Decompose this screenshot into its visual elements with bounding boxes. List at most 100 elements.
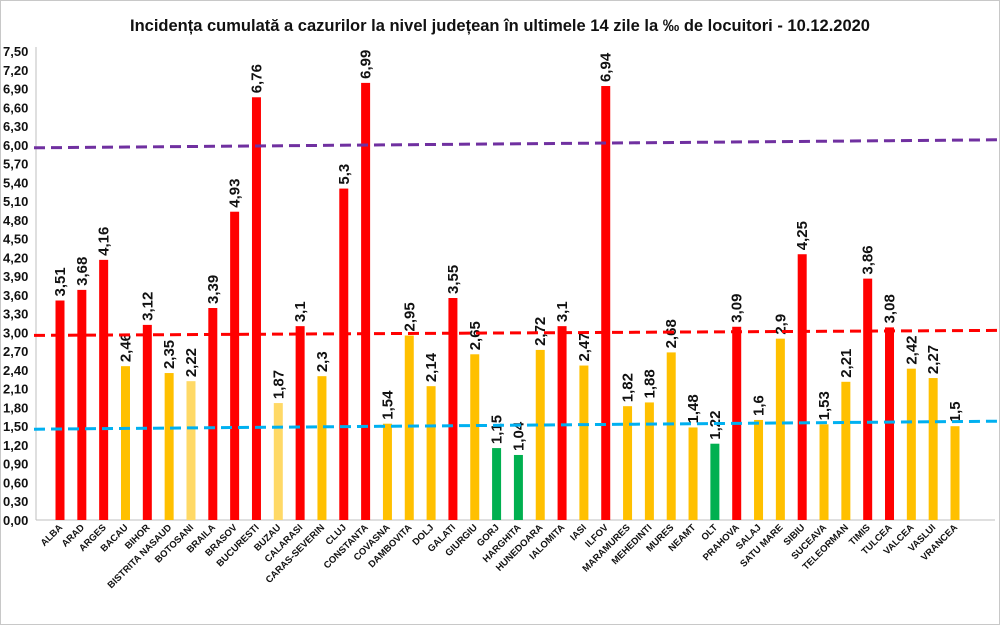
y-tick-label: 6,30 xyxy=(3,119,28,134)
bar xyxy=(208,308,218,520)
value-label: 4,25 xyxy=(794,221,811,250)
y-tick-label: 1,50 xyxy=(3,419,28,434)
bar xyxy=(666,352,676,520)
value-label: 2,72 xyxy=(532,317,549,346)
value-label: 2,42 xyxy=(903,335,920,364)
bar xyxy=(230,211,240,520)
y-tick-label: 1,20 xyxy=(3,438,28,453)
y-tick-label: 2,40 xyxy=(3,363,28,378)
value-label: 3,86 xyxy=(860,245,877,274)
y-tick-label: 5,40 xyxy=(3,175,28,190)
bar xyxy=(317,376,327,520)
bar xyxy=(404,335,414,520)
value-label: 1,04 xyxy=(510,421,527,451)
bar xyxy=(426,386,436,520)
y-tick-label: 0,30 xyxy=(3,494,28,509)
value-label: 3,51 xyxy=(52,267,69,296)
value-label: 4,16 xyxy=(96,227,113,256)
value-label: 2,14 xyxy=(423,352,440,382)
value-label: 6,76 xyxy=(248,64,265,93)
value-label: 2,27 xyxy=(925,345,942,374)
y-tick-label: 3,30 xyxy=(3,307,28,322)
bar xyxy=(77,289,87,520)
value-label: 2,35 xyxy=(161,340,178,369)
bar xyxy=(99,259,109,520)
value-label: 3,1 xyxy=(554,301,571,322)
value-label: 2,21 xyxy=(838,349,855,378)
value-label: 1,15 xyxy=(489,415,506,444)
y-tick-label: 6,60 xyxy=(3,100,28,115)
bar xyxy=(644,402,654,520)
bar xyxy=(557,326,567,520)
value-label: 3,68 xyxy=(74,257,91,286)
bar xyxy=(361,82,371,520)
threshold-line xyxy=(33,419,999,431)
value-label: 1,5 xyxy=(947,401,964,422)
value-label: 1,87 xyxy=(270,370,287,399)
bar xyxy=(448,298,458,520)
bar xyxy=(601,86,611,520)
bar xyxy=(928,378,938,520)
value-label: 1,6 xyxy=(751,395,768,416)
y-tick-label: 2,10 xyxy=(3,382,28,397)
value-label: 2,9 xyxy=(772,314,789,335)
y-tick-label: 3,90 xyxy=(3,269,28,284)
y-tick-label: 0,90 xyxy=(3,457,28,472)
threshold-line xyxy=(33,138,999,150)
bar xyxy=(950,426,960,520)
value-label: 1,88 xyxy=(641,369,658,398)
bar xyxy=(142,324,152,520)
bar xyxy=(841,381,851,520)
bar xyxy=(754,419,764,520)
bar xyxy=(120,366,130,520)
value-label: 2,68 xyxy=(663,319,680,348)
bar xyxy=(339,188,349,520)
bar xyxy=(623,406,633,520)
value-label: 1,22 xyxy=(707,411,724,440)
y-tick-label: 2,70 xyxy=(3,344,28,359)
bar xyxy=(513,454,523,520)
value-label: 3,09 xyxy=(729,294,746,323)
value-label: 4,93 xyxy=(227,179,244,208)
y-tick-label: 6,90 xyxy=(3,82,28,97)
value-label: 6,99 xyxy=(358,50,375,79)
value-label: 1,54 xyxy=(379,390,396,420)
y-tick-label: 3,00 xyxy=(3,325,28,340)
bar xyxy=(797,254,807,520)
bar xyxy=(535,349,545,520)
y-tick-label: 4,20 xyxy=(3,250,28,265)
value-label: 2,46 xyxy=(117,333,134,362)
y-tick-label: 1,80 xyxy=(3,400,28,415)
bar xyxy=(470,354,480,520)
value-label: 1,53 xyxy=(816,391,833,420)
bar xyxy=(710,443,720,520)
value-label: 2,47 xyxy=(576,332,593,361)
bar xyxy=(382,423,392,520)
value-label: 6,94 xyxy=(598,52,615,82)
bar xyxy=(863,278,873,520)
threshold-line xyxy=(33,328,999,337)
y-tick-label: 0,60 xyxy=(3,475,28,490)
value-label: 3,08 xyxy=(882,294,899,323)
value-label: 2,95 xyxy=(401,302,418,331)
value-label: 3,55 xyxy=(445,265,462,294)
bar xyxy=(295,326,305,520)
y-tick-label: 4,80 xyxy=(3,213,28,228)
value-label: 5,3 xyxy=(336,164,353,185)
value-label: 2,65 xyxy=(467,321,484,350)
y-tick-label: 6,00 xyxy=(3,138,28,153)
bar xyxy=(819,424,829,520)
bar xyxy=(55,300,65,520)
x-tick-label: ALBA xyxy=(39,522,66,549)
y-tick-label: 4,50 xyxy=(3,232,28,247)
bar xyxy=(273,403,283,520)
value-label: 3,39 xyxy=(205,275,222,304)
bar xyxy=(906,368,916,520)
bar xyxy=(164,373,174,520)
bar xyxy=(492,448,502,520)
value-label: 2,22 xyxy=(183,348,200,377)
value-label: 1,82 xyxy=(620,373,637,402)
y-tick-label: 7,20 xyxy=(3,63,28,78)
